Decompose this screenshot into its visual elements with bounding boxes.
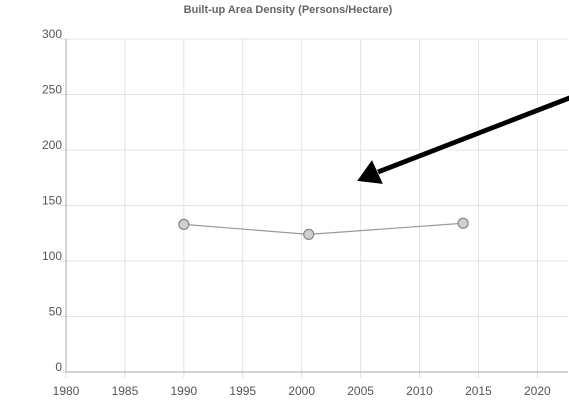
- x-tick-label: 1985: [112, 384, 139, 398]
- y-tick-label: 300: [42, 27, 62, 41]
- y-tick-label: 200: [42, 138, 62, 152]
- point: [303, 228, 315, 240]
- point: [178, 218, 190, 230]
- y-tick-label: 50: [49, 305, 63, 319]
- x-tick-label: 1990: [170, 384, 197, 398]
- x-tick-label: 1995: [229, 384, 256, 398]
- arrow-shaft: [377, 95, 569, 175]
- y-tick-label: 150: [42, 194, 62, 208]
- x-tick-label: 2000: [288, 384, 315, 398]
- x-tick-label: 2005: [347, 384, 374, 398]
- annotation-arrow: [357, 95, 569, 184]
- arrow-head: [357, 160, 383, 184]
- y-tick-label: 250: [42, 83, 62, 97]
- grid: [60, 38, 568, 378]
- point: [457, 217, 469, 229]
- plot: [178, 217, 469, 240]
- y-tick-label: 100: [42, 249, 62, 263]
- chart-title: Built-up Area Density (Persons/Hectare): [184, 4, 393, 16]
- x-tick-label: 1980: [53, 384, 80, 398]
- x-tick-label: 2020: [524, 384, 551, 398]
- x-tick-label: 2010: [406, 384, 433, 398]
- y-tick-label: 0: [55, 360, 62, 374]
- x-tick-label: 2015: [465, 384, 492, 398]
- series-line: [183, 222, 464, 235]
